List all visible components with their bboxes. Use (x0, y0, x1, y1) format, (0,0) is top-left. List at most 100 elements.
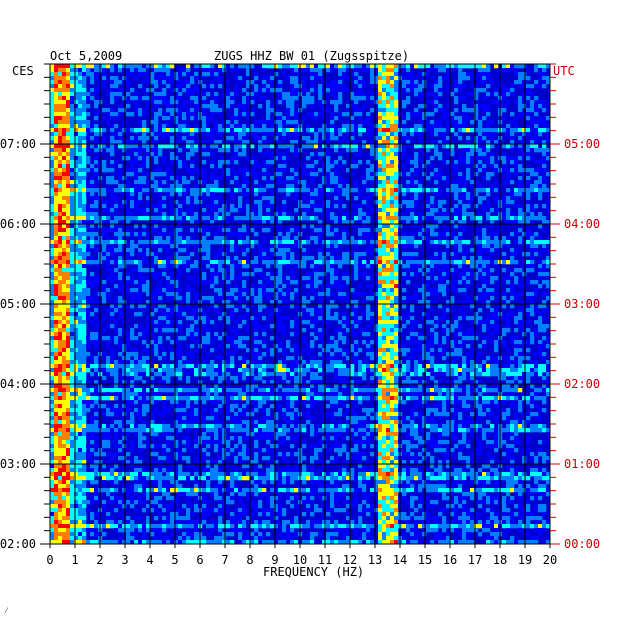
heatmap-cell (154, 124, 159, 129)
heatmap-cell (410, 232, 415, 237)
heatmap-cell (250, 260, 255, 265)
heatmap-cell (82, 84, 87, 89)
heatmap-cell (374, 68, 379, 73)
heatmap-cell (378, 308, 383, 313)
heatmap-cell (314, 76, 319, 81)
heatmap-cell (282, 132, 287, 137)
heatmap-cell (450, 64, 455, 69)
heatmap-cell (478, 276, 483, 281)
heatmap-cell (438, 220, 443, 225)
heatmap-cell (334, 216, 339, 221)
heatmap-cell (270, 116, 275, 121)
heatmap-cell (458, 120, 463, 125)
heatmap-cell (434, 260, 439, 265)
heatmap-cell (126, 84, 131, 89)
heatmap-cell (354, 140, 359, 145)
heatmap-cell (354, 96, 359, 101)
heatmap-cell (262, 144, 267, 149)
heatmap-cell (94, 144, 99, 149)
heatmap-cell (358, 236, 363, 241)
heatmap-cell (254, 264, 259, 269)
heatmap-cell (522, 172, 527, 177)
heatmap-cell (346, 140, 351, 145)
heatmap-cell (542, 172, 547, 177)
heatmap-cell (414, 88, 419, 93)
heatmap-cell (222, 64, 227, 69)
heatmap-cell (338, 72, 343, 77)
heatmap-cell (190, 152, 195, 157)
heatmap-cell (482, 156, 487, 161)
heatmap-cell (390, 240, 395, 245)
heatmap-cell (354, 268, 359, 273)
heatmap-cell (266, 144, 271, 149)
heatmap-cell (146, 184, 151, 189)
heatmap-cell (282, 284, 287, 289)
heatmap-cell (138, 232, 143, 237)
heatmap-cell (70, 308, 75, 313)
heatmap-cell (406, 188, 411, 193)
heatmap-cell (94, 212, 99, 217)
heatmap-cell (534, 240, 539, 245)
heatmap-cell (230, 104, 235, 109)
heatmap-cell (206, 244, 211, 249)
heatmap-cell (50, 208, 55, 213)
heatmap-cell (350, 172, 355, 177)
heatmap-cell (534, 128, 539, 133)
heatmap-cell (430, 76, 435, 81)
heatmap-cell (70, 116, 75, 121)
heatmap-cell (386, 156, 391, 161)
heatmap-cell (82, 220, 87, 225)
heatmap-cell (242, 132, 247, 137)
heatmap-cell (394, 64, 399, 69)
heatmap-cell (150, 176, 155, 181)
heatmap-cell (302, 276, 307, 281)
heatmap-cell (142, 164, 147, 169)
heatmap-cell (290, 100, 295, 105)
heatmap-cell (434, 84, 439, 89)
heatmap-cell (90, 208, 95, 213)
heatmap-cell (202, 280, 207, 285)
heatmap-cell (258, 140, 263, 145)
heatmap-cell (278, 80, 283, 85)
heatmap-cell (418, 240, 423, 245)
heatmap-cell (146, 212, 151, 217)
heatmap-cell (90, 196, 95, 201)
heatmap-cell (262, 64, 267, 69)
heatmap-cell (402, 116, 407, 121)
heatmap-cell (74, 100, 79, 105)
heatmap-cell (186, 92, 191, 97)
heatmap-cell (382, 192, 387, 197)
heatmap-cell (262, 248, 267, 253)
heatmap-cell (302, 224, 307, 229)
heatmap-cell (402, 64, 407, 69)
heatmap-cell (470, 120, 475, 125)
heatmap-cell (102, 256, 107, 261)
heatmap-cell (458, 156, 463, 161)
heatmap-cell (162, 224, 167, 229)
heatmap-cell (214, 184, 219, 189)
heatmap-cell (218, 148, 223, 153)
heatmap-cell (346, 212, 351, 217)
heatmap-cell (146, 128, 151, 133)
heatmap-cell (514, 116, 519, 121)
heatmap-cell (386, 232, 391, 237)
heatmap-cell (370, 144, 375, 149)
heatmap-cell (102, 300, 107, 305)
heatmap-cell (270, 108, 275, 113)
heatmap-cell (502, 300, 507, 305)
heatmap-cell (394, 168, 399, 173)
heatmap-cell (338, 260, 343, 265)
heatmap-cell (434, 264, 439, 269)
heatmap-cell (546, 200, 551, 205)
heatmap-cell (178, 212, 183, 217)
heatmap-cell (138, 216, 143, 221)
heatmap-cell (294, 88, 299, 93)
heatmap-cell (394, 228, 399, 233)
heatmap-cell (386, 192, 391, 197)
heatmap-cell (414, 216, 419, 221)
heatmap-cell (410, 144, 415, 149)
heatmap-cell (278, 116, 283, 121)
heatmap-cell (174, 92, 179, 97)
heatmap-cell (486, 68, 491, 73)
heatmap-cell (322, 180, 327, 185)
